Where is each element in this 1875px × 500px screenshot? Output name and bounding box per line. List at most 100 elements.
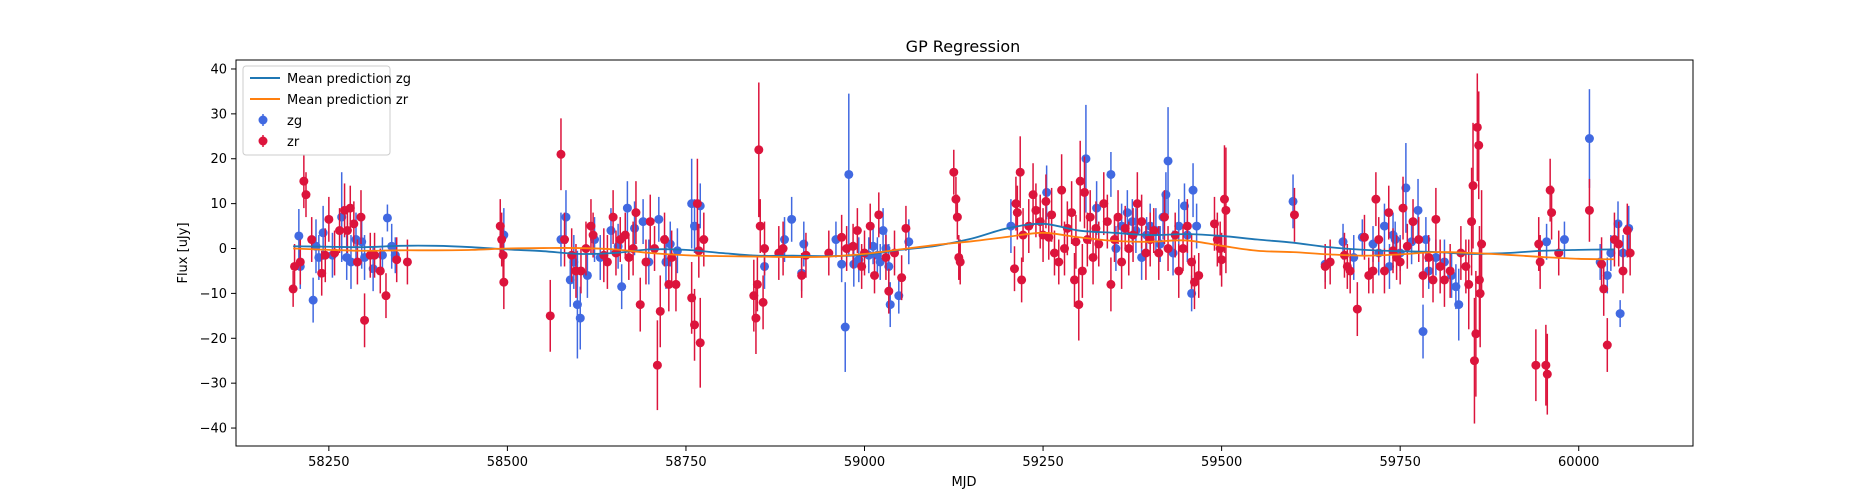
zr-point-15 — [352, 257, 362, 267]
zr-point-51 — [655, 306, 665, 316]
legend-label-mean-zr: Mean prediction zr — [287, 93, 409, 108]
zr-point-185 — [1467, 217, 1477, 227]
zr-point-142 — [1174, 266, 1184, 276]
zr-point-31 — [567, 250, 577, 260]
zr-point-151 — [1217, 255, 1227, 265]
zr-point-171 — [1398, 203, 1408, 213]
zr-point-192 — [1475, 288, 1485, 298]
zg-point-98 — [1390, 235, 1400, 245]
legend-marker-zg — [258, 115, 268, 125]
zg-point-65 — [1081, 154, 1091, 164]
zr-point-38 — [602, 257, 612, 267]
zr-point-137 — [1149, 226, 1159, 236]
zr-point-184 — [1464, 279, 1474, 289]
zr-point-143 — [1178, 244, 1188, 254]
zr-point-139 — [1159, 212, 1169, 222]
zr-point-172 — [1402, 241, 1412, 251]
zr-point-123 — [1094, 239, 1104, 249]
zr-point-180 — [1439, 275, 1449, 285]
zr-point-50 — [652, 360, 662, 370]
zr-point-163 — [1368, 266, 1378, 276]
zg-point-60 — [885, 300, 895, 310]
zr-point-197 — [1541, 360, 1551, 370]
zr-point-198 — [1542, 369, 1552, 379]
zr-point-131 — [1124, 244, 1134, 254]
zr-point-176 — [1424, 252, 1434, 262]
zr-point-93 — [1009, 264, 1019, 274]
zr-point-66 — [755, 221, 765, 231]
zr-point-3 — [299, 176, 309, 186]
x-axis-label: MJD — [951, 475, 976, 490]
zr-point-166 — [1379, 266, 1389, 276]
zr-point-36 — [588, 230, 598, 240]
zr-point-117 — [1077, 266, 1087, 276]
zg-point-67 — [1106, 169, 1116, 179]
zr-point-154 — [1289, 210, 1299, 220]
zr-point-203 — [1597, 259, 1607, 269]
zr-point-2 — [295, 257, 305, 267]
zr-point-179 — [1435, 261, 1445, 271]
zr-point-173 — [1408, 217, 1418, 227]
zr-point-82 — [874, 210, 884, 220]
zr-point-14 — [349, 219, 359, 229]
zr-point-76 — [848, 241, 858, 251]
zr-point-144 — [1182, 221, 1192, 231]
zr-point-96 — [1015, 167, 1025, 177]
zr-point-133 — [1132, 199, 1142, 209]
zg-point-2 — [308, 295, 318, 305]
zr-point-116 — [1075, 176, 1085, 186]
zr-point-186 — [1468, 181, 1478, 191]
zr-point-138 — [1154, 248, 1164, 258]
zg-point-115 — [1602, 270, 1612, 280]
zr-point-33 — [576, 266, 586, 276]
zr-point-25 — [497, 235, 507, 245]
zg-point-21 — [565, 275, 575, 285]
zr-point-20 — [375, 266, 385, 276]
zr-point-101 — [1031, 205, 1041, 215]
zg-point-112 — [1559, 235, 1569, 245]
zr-point-47 — [641, 257, 651, 267]
zg-point-30 — [617, 282, 627, 292]
x-tick-label-7: 60000 — [1558, 455, 1599, 470]
zr-point-55 — [671, 279, 681, 289]
zr-point-21 — [381, 291, 391, 301]
legend-label-mean-zg: Mean prediction zg — [287, 72, 411, 87]
zr-point-70 — [778, 244, 788, 254]
zr-point-6 — [317, 268, 327, 278]
zr-point-92 — [955, 257, 965, 267]
zr-point-199 — [1545, 185, 1555, 195]
x-tick-label-1: 58500 — [487, 455, 528, 470]
legend-box — [242, 65, 391, 156]
zr-point-60 — [695, 338, 705, 348]
zg-point-9 — [346, 257, 356, 267]
y-tick-label-4: 0 — [219, 242, 227, 257]
zg-point-24 — [575, 313, 585, 323]
zr-point-86 — [897, 273, 907, 283]
zg-point-113 — [1584, 134, 1594, 144]
zr-point-89 — [951, 194, 961, 204]
zr-point-200 — [1547, 208, 1557, 218]
zr-point-175 — [1418, 270, 1428, 280]
zg-point-68 — [1111, 244, 1121, 254]
zr-point-125 — [1102, 217, 1112, 227]
zg-point-14 — [377, 250, 387, 260]
zr-point-57 — [690, 320, 700, 330]
zr-point-202 — [1584, 205, 1594, 215]
zg-point-87 — [1192, 221, 1202, 231]
zr-point-190 — [1474, 140, 1484, 150]
zr-point-156 — [1325, 257, 1335, 267]
zr-point-39 — [608, 212, 618, 222]
zg-point-43 — [780, 235, 790, 245]
zr-point-109 — [1057, 185, 1067, 195]
zg-point-50 — [844, 169, 854, 179]
zr-point-87 — [901, 223, 911, 233]
y-tick-label-1: −30 — [200, 377, 227, 392]
zr-point-27 — [499, 277, 509, 287]
zr-point-95 — [1012, 208, 1022, 218]
x-axis-ticks: 58250 58500 58750 59000 59250 59500 59750 60000 — [308, 446, 1599, 470]
zr-point-193 — [1477, 239, 1487, 249]
zr-point-48 — [645, 217, 655, 227]
y-tick-label-6: 20 — [210, 152, 227, 167]
zr-point-177 — [1428, 275, 1438, 285]
